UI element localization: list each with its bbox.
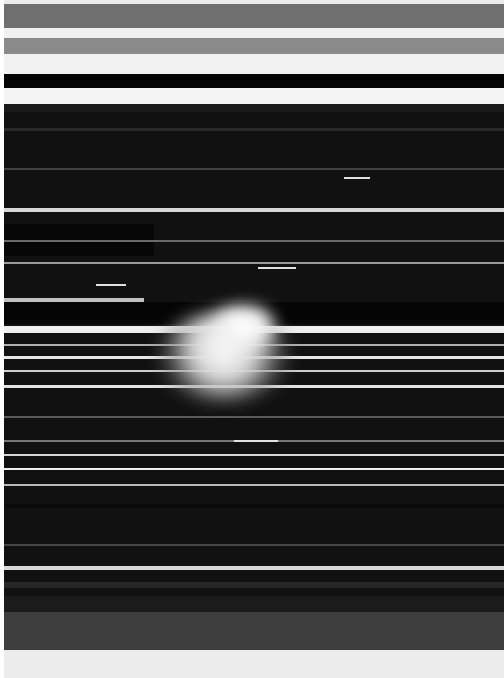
dark-scanline [4, 74, 504, 88]
light-speck [360, 454, 400, 456]
light-speck [258, 267, 296, 269]
bright-scanline [4, 88, 504, 104]
bright-scanline [4, 208, 504, 212]
bright-scanline [4, 566, 504, 570]
dark-scanline [4, 128, 504, 131]
gray-scanline [4, 262, 504, 264]
gray-scanline [4, 484, 504, 486]
dark-scanline [4, 582, 504, 588]
dark-scanline [4, 596, 504, 612]
bright-scanline [4, 468, 504, 470]
light-flare-core [209, 306, 279, 346]
gray-scanline [4, 240, 504, 242]
top-mid-gray-band [4, 38, 504, 54]
dark-scanline [4, 104, 504, 112]
top-gray-band [4, 4, 504, 28]
top-light-band-secondary [4, 54, 504, 74]
light-speck [234, 440, 278, 442]
gray-scanline [4, 416, 504, 418]
distorted-scanline-photo [4, 74, 504, 612]
top-light-band [4, 28, 504, 38]
light-speck [96, 284, 126, 286]
dark-scanline [4, 504, 504, 508]
bottom-light-band [4, 650, 504, 678]
gray-scanline [4, 544, 504, 546]
image-frame [4, 0, 504, 678]
light-speck [344, 177, 370, 179]
gray-scanline [4, 168, 504, 170]
bright-scanline [4, 298, 144, 302]
bright-scanline [4, 454, 504, 456]
bottom-dark-band [4, 612, 504, 650]
